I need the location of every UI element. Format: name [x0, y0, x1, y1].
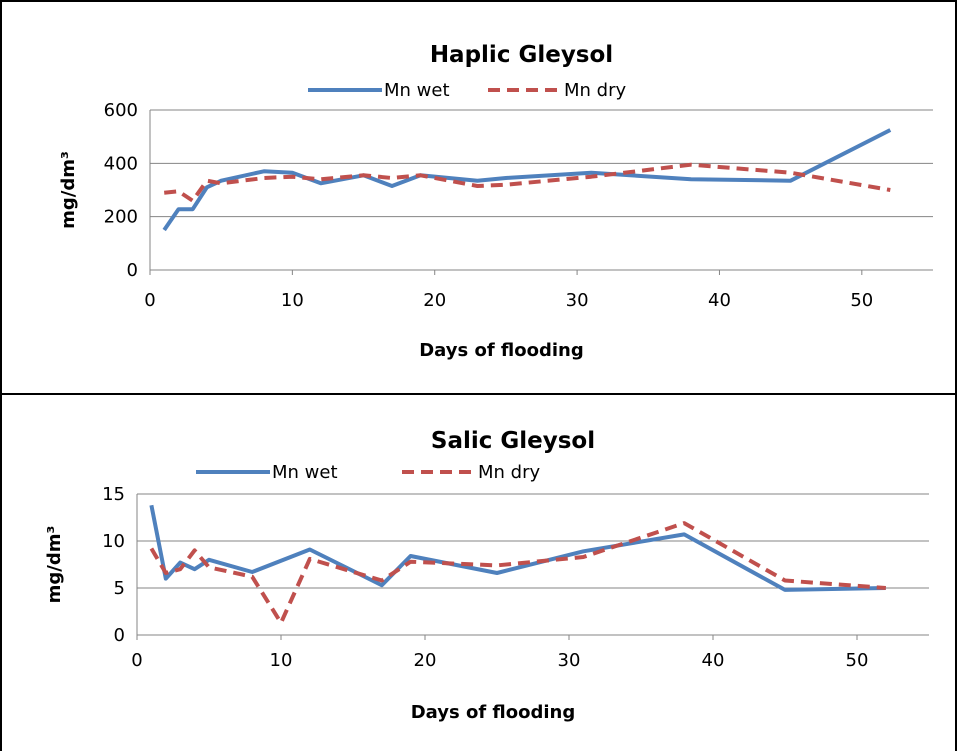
x-tick-label: 10 — [270, 650, 293, 671]
x-axis-title: Days of flooding — [419, 340, 584, 361]
chart-title: Salic Gleysol — [431, 428, 595, 454]
legend-label-dry: Mn dry — [564, 80, 626, 101]
y-tick-label: 15 — [102, 484, 125, 505]
y-tick-label: 200 — [104, 207, 138, 228]
x-tick-label: 40 — [702, 650, 725, 671]
chart-title: Haplic Gleysol — [430, 42, 613, 68]
y-axis-title: mg/dm³ — [44, 526, 65, 604]
y-tick-label: 0 — [114, 625, 125, 646]
chart-panel-salic: 0 5 10 15 0 10 20 30 40 50 Salic Gleysol Mn wet Mn d… — [0, 393, 957, 751]
series-line-mn-dry — [164, 162, 891, 203]
x-axis-title: Days of flooding — [411, 702, 576, 723]
chart-salic-gleysol: 0 5 10 15 0 10 20 30 40 50 Salic Gleysol Mn wet Mn d… — [44, 428, 929, 723]
y-tick-label: 10 — [102, 531, 125, 552]
x-tick-label: 50 — [846, 650, 869, 671]
x-tick-label: 0 — [131, 650, 142, 671]
x-tick-label: 40 — [708, 290, 731, 311]
x-tick-label: 30 — [558, 650, 581, 671]
y-tick-label: 0 — [127, 260, 138, 281]
x-tick-label: 10 — [281, 290, 304, 311]
y-tick-label: 600 — [104, 100, 138, 121]
x-tick-label: 20 — [423, 290, 446, 311]
x-tick-label: 0 — [144, 290, 155, 311]
series-line-mn-wet — [162, 128, 892, 232]
chart-haplic-gleysol: 0 200 400 600 0 10 20 30 40 50 Haplic Gleysol Mn we… — [58, 42, 933, 361]
legend-label-wet: Mn wet — [384, 80, 450, 101]
series-line-mn-wet — [149, 504, 886, 592]
legend-label-wet: Mn wet — [272, 462, 338, 483]
x-tick-label: 30 — [566, 290, 589, 311]
y-axis-title: mg/dm³ — [58, 151, 79, 229]
chart-panel-haplic: 0 200 400 600 0 10 20 30 40 50 Haplic Gleysol Mn we… — [0, 0, 957, 395]
y-tick-label: 400 — [104, 153, 138, 174]
y-tick-label: 5 — [114, 578, 125, 599]
legend-label-dry: Mn dry — [478, 462, 540, 483]
x-tick-label: 50 — [850, 290, 873, 311]
x-tick-label: 20 — [414, 650, 437, 671]
series-line-mn-dry — [149, 521, 886, 625]
